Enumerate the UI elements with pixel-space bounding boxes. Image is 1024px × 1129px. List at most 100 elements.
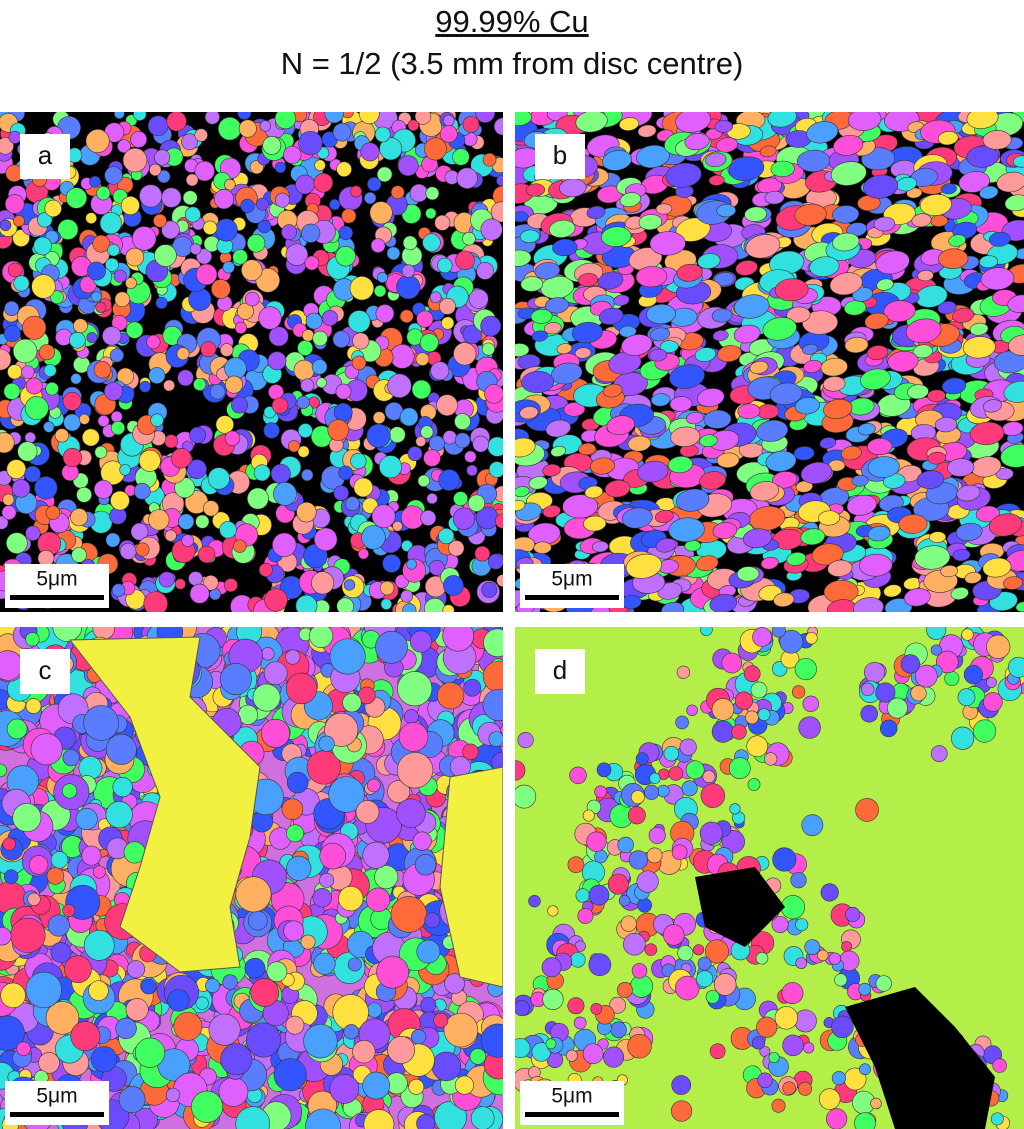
- grain: [715, 137, 738, 153]
- grain: [367, 778, 381, 793]
- grain: [515, 211, 529, 223]
- grain: [93, 361, 112, 379]
- grain: [709, 593, 738, 612]
- grain: [92, 234, 111, 253]
- grain: [669, 364, 705, 389]
- grain: [360, 142, 380, 162]
- grain: [562, 494, 598, 519]
- grain: [332, 330, 350, 348]
- grain: [867, 438, 893, 456]
- grain: [847, 112, 882, 131]
- grain: [693, 944, 705, 956]
- grain: [950, 587, 969, 600]
- grain: [480, 218, 503, 241]
- grain: [661, 601, 685, 612]
- grain: [297, 340, 314, 356]
- grain: [338, 465, 353, 481]
- grain: [182, 190, 198, 206]
- grain: [955, 522, 983, 542]
- grain: [830, 161, 867, 186]
- grain: [57, 219, 79, 240]
- grain: [104, 381, 123, 401]
- grain: [43, 421, 55, 433]
- grain: [335, 246, 356, 267]
- grain: [429, 435, 445, 452]
- grain: [456, 167, 478, 189]
- grain: [379, 137, 403, 161]
- grain: [219, 521, 237, 539]
- grain: [530, 308, 553, 324]
- grain: [373, 284, 387, 298]
- scale-bar: [525, 595, 619, 600]
- grain: [422, 233, 441, 252]
- grain: [1003, 380, 1024, 403]
- grain: [474, 545, 491, 562]
- grain: [89, 175, 101, 188]
- grain: [283, 145, 302, 164]
- grain: [407, 446, 423, 462]
- grain: [45, 505, 61, 520]
- grain: [420, 425, 434, 439]
- grain: [231, 396, 249, 414]
- grain: [436, 682, 465, 710]
- grain: [1012, 155, 1024, 168]
- grain: [563, 402, 586, 417]
- grain: [62, 391, 82, 411]
- grain: [650, 327, 670, 342]
- grain: [382, 554, 401, 573]
- grain: [6, 532, 28, 554]
- grain: [96, 186, 111, 201]
- grain: [102, 326, 122, 346]
- grain: [107, 243, 120, 257]
- grain: [490, 201, 503, 223]
- grain: [321, 309, 339, 327]
- grain: [764, 190, 785, 205]
- grain: [650, 393, 671, 407]
- grain: [594, 785, 607, 799]
- grain: [962, 336, 996, 359]
- grain: [475, 112, 496, 123]
- grain: [173, 1011, 203, 1041]
- grain: [319, 872, 335, 888]
- grain: [969, 421, 1005, 446]
- grain: [525, 183, 546, 197]
- grain: [94, 445, 108, 459]
- grain: [906, 384, 929, 400]
- grain: [371, 504, 396, 529]
- grain: [940, 183, 957, 195]
- grain: [548, 219, 576, 238]
- grain: [887, 350, 919, 373]
- grain: [767, 112, 797, 128]
- grain: [657, 582, 683, 600]
- grain: [379, 580, 395, 596]
- grain: [390, 185, 405, 200]
- grain: [866, 345, 889, 361]
- grain: [343, 579, 356, 591]
- grain: [85, 129, 110, 154]
- grain: [213, 189, 235, 210]
- grain: [426, 493, 438, 505]
- grain: [832, 232, 860, 252]
- grain: [665, 162, 702, 188]
- grain: [947, 458, 975, 477]
- grain: [119, 542, 137, 560]
- grain: [606, 415, 635, 435]
- grain: [969, 322, 989, 336]
- grain: [853, 597, 884, 612]
- grain: [240, 198, 255, 214]
- grain: [716, 452, 740, 468]
- grain: [425, 186, 440, 201]
- panel-label: c: [39, 655, 52, 685]
- grain: [386, 246, 401, 261]
- grain: [114, 112, 125, 119]
- grain: [1015, 601, 1024, 612]
- grain: [749, 360, 769, 375]
- grain: [434, 1100, 467, 1129]
- grain: [71, 547, 87, 563]
- grain: [862, 174, 899, 199]
- grain: [437, 257, 453, 274]
- grain: [846, 222, 867, 237]
- grain: [263, 422, 280, 439]
- grain: [196, 248, 213, 265]
- grain: [515, 437, 536, 458]
